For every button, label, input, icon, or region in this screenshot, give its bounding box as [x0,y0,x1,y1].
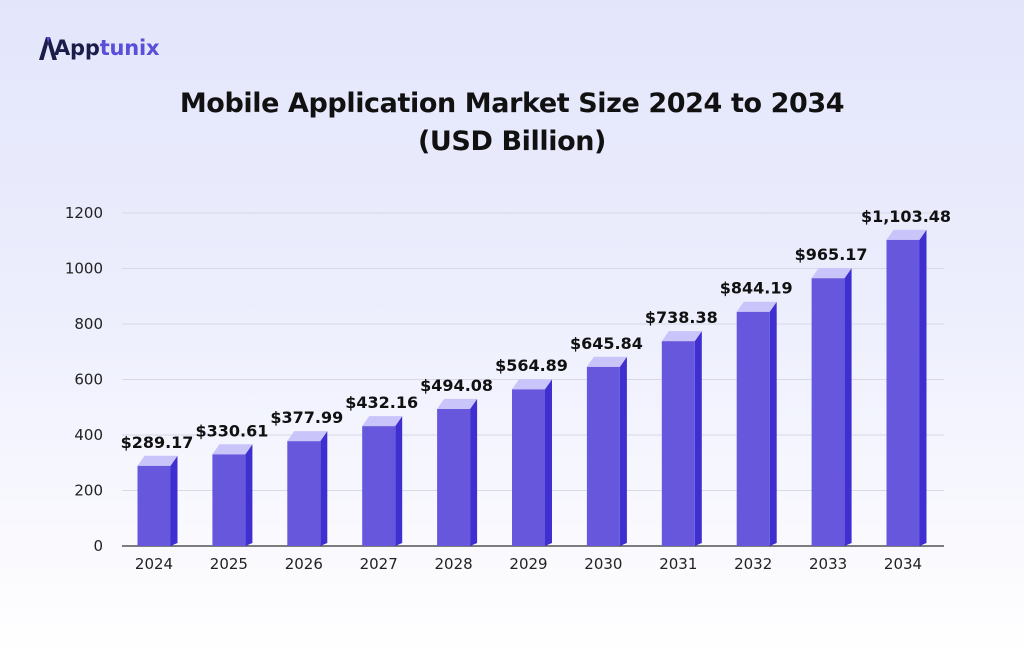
chart-subtitle: (USD Billion) [417,126,607,157]
bar [137,465,171,546]
bar-side [470,398,478,546]
x-tick-label: 2028 [435,555,473,573]
bar-side [545,379,552,546]
bar-side [919,229,927,546]
bar-top [586,356,627,367]
bar-top [811,268,852,279]
data-label: $494.08 [420,376,493,395]
data-label: $432.16 [345,393,418,412]
y-tick-label: 600 [74,371,103,389]
chart-title: Mobile Application Market Size 2024 to 2… [179,88,845,119]
data-label: $844.19 [720,279,793,298]
bar [512,389,545,546]
bar-top [661,331,702,342]
bar-side [170,455,178,546]
x-tick-label: 2024 [135,555,173,573]
bar-side [395,416,403,546]
bar-side [694,331,702,546]
data-label: $330.61 [195,421,268,440]
bar-side [844,268,852,546]
bar [586,366,620,546]
y-tick-label: 400 [74,426,103,444]
x-tick-label: 2033 [809,555,847,573]
bar [886,239,920,546]
bar [287,441,321,546]
bar [437,408,471,546]
y-tick-label: 1000 [65,260,103,278]
data-label: $564.89 [495,356,568,375]
bar-top [886,229,927,240]
bar-side [619,356,627,546]
data-label: $289.17 [121,433,194,452]
logo: Apptunix [37,30,160,66]
y-tick-label: 200 [74,482,103,500]
logo-text: Apptunix [54,35,160,60]
logo-mark-icon [39,37,57,60]
bar-side [769,301,777,546]
bar-top [437,398,478,409]
x-tick-label: 2027 [360,555,398,573]
bar-top [287,431,328,442]
bar-top [362,416,403,427]
y-tick-label: 0 [93,537,103,555]
data-label: $377.99 [270,408,343,427]
bar [212,454,246,546]
bar-top [512,379,552,390]
bar [736,311,770,546]
x-tick-label: 2025 [210,555,248,573]
x-tick-label: 2030 [584,555,622,573]
bar [811,278,845,546]
bar [661,341,695,546]
x-tick-label: 2029 [509,555,547,573]
bar-top [137,455,178,466]
bar [362,426,396,546]
data-label: $738.38 [645,308,718,327]
data-label: $1,103.48 [861,207,951,226]
data-label: $965.17 [795,245,868,264]
y-tick-label: 800 [74,315,103,333]
x-tick-label: 2031 [659,555,697,573]
x-tick-label: 2034 [884,555,922,573]
x-tick-label: 2032 [734,555,772,573]
x-tick-label: 2026 [285,555,323,573]
bar-side [320,431,328,546]
bar-side [245,444,253,546]
bar-top [736,301,777,312]
y-tick-label: 1200 [65,204,103,222]
data-label: $645.84 [570,334,643,353]
bar-top [212,444,253,455]
